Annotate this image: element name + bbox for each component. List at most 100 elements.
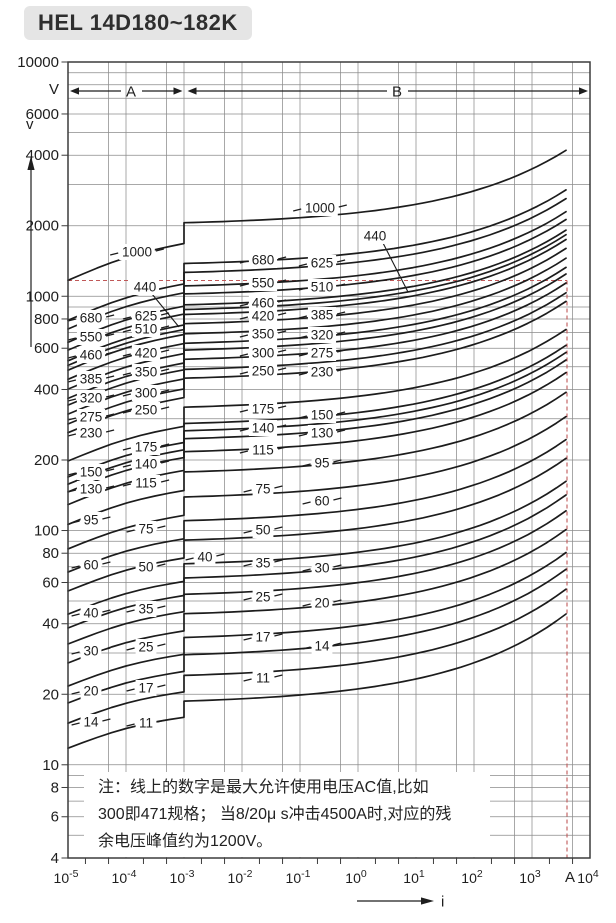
curve-30 — [67, 509, 567, 645]
curve-label: 140 — [135, 457, 158, 472]
y-tick-label: 10000 — [17, 54, 59, 71]
curve-115 — [67, 371, 567, 506]
curve-label: 140 — [252, 421, 275, 436]
y-tick-label: 200 — [34, 452, 59, 469]
curve-label: 25 — [255, 590, 270, 605]
curve-label: 30 — [83, 644, 98, 659]
region-b-label: B — [392, 84, 402, 101]
curve-label: 60 — [314, 494, 329, 509]
curve-label: 130 — [311, 426, 334, 441]
curve-label: 230 — [80, 426, 103, 441]
y-tick-label: 400 — [34, 381, 59, 398]
note-line-1: 注：线上的数字是最大允许使用电压AC值,比如 — [98, 779, 429, 796]
y-tick-label: 800 — [34, 311, 59, 328]
note-box: 注：线上的数字是最大允许使用电压AC值,比如 300即471规格； 当8/20μ… — [84, 772, 490, 857]
x-tick-label: 10-3 — [170, 868, 195, 886]
curve-label: 460 — [80, 348, 103, 363]
curve-label: 115 — [252, 443, 274, 458]
y-tick-label: 60 — [42, 574, 59, 591]
curve-label: 175 — [135, 440, 158, 455]
curve-label: 320 — [80, 391, 103, 406]
curve-label: 320 — [311, 328, 334, 343]
page-title: HEL 14D180~182K — [24, 6, 252, 40]
y-tick-label: 4000 — [26, 147, 59, 164]
x-tick-label: 101 — [403, 868, 425, 886]
curve-label: 275 — [311, 346, 334, 361]
curve-label: 300 — [252, 346, 275, 361]
curve-label: 510 — [135, 322, 158, 337]
y-tick-label: 8 — [51, 779, 59, 796]
curve-label: 20 — [83, 684, 98, 699]
curve-label: 25 — [138, 640, 153, 655]
y-tick-label: 20 — [42, 686, 59, 703]
curve-60 — [67, 438, 567, 573]
special-label-40: 40 — [185, 549, 225, 565]
x-tick-label: 10-5 — [54, 868, 79, 886]
curve-label: 300 — [135, 386, 158, 401]
curve-20 — [67, 551, 567, 687]
curve-label: 50 — [138, 560, 153, 575]
curve-50 — [67, 457, 567, 592]
curve-label: 35 — [255, 556, 270, 571]
curve-label: 625 — [311, 256, 334, 271]
x-tick-label: 10-4 — [112, 868, 137, 886]
curve-label: 95 — [314, 456, 329, 471]
curve-label: 1000 — [305, 201, 335, 216]
label-column-b_col2: 625 510 385 320 275 230 150 130 95 60 30 20 14 — [298, 255, 346, 654]
y-tick-label: 6000 — [26, 106, 59, 123]
x-axis-unit: A — [565, 869, 575, 886]
curve-label: 350 — [135, 365, 158, 380]
y-axis-arrow: v — [26, 116, 35, 347]
curve-label: 17 — [255, 630, 270, 645]
curve-label: 115 — [135, 476, 157, 491]
y-tick-label: 6 — [51, 809, 59, 826]
curve-label: 11 — [256, 671, 270, 686]
note-line-3: 余电压峰值约为1200V。 — [98, 833, 273, 850]
y-tick-label: 2000 — [26, 218, 59, 235]
curve-label: 14 — [83, 715, 99, 730]
curve-label: 75 — [255, 482, 270, 497]
x-tick-label: 10-2 — [228, 868, 253, 886]
gridlines — [67, 61, 591, 859]
x-axis-arrow: i — [357, 894, 444, 911]
curve-11 — [67, 613, 567, 750]
curve-label: 20 — [314, 596, 329, 611]
curve-label: 440 — [364, 229, 387, 244]
curve-label: 350 — [252, 327, 275, 342]
curve-label: 250 — [252, 364, 275, 379]
y-tick-label: 40 — [42, 616, 59, 633]
curve-label: 385 — [311, 308, 334, 323]
special-label-440: 440 — [360, 228, 409, 293]
y-axis-arrow-label: v — [26, 116, 34, 133]
y-tick-label: 100 — [34, 523, 59, 540]
curve-label: 75 — [138, 522, 153, 537]
curve-label: 175 — [252, 402, 275, 417]
curve-label: 35 — [138, 602, 153, 617]
curve-label: 440 — [134, 280, 157, 295]
curve-label: 420 — [252, 309, 275, 324]
curve-label: 60 — [83, 558, 98, 573]
curve-label: 11 — [139, 716, 153, 731]
curve-label: 250 — [135, 403, 158, 418]
curve-label: 680 — [252, 253, 275, 268]
curve-label: 550 — [252, 276, 275, 291]
region-a-label: A — [126, 84, 136, 101]
curve-label: 510 — [311, 280, 334, 295]
curve-label: 130 — [80, 482, 103, 497]
x-tick-label: 103 — [519, 868, 541, 886]
curve-label: 150 — [311, 408, 334, 423]
curve-label: 30 — [314, 561, 329, 576]
x-axis-arrow-label: i — [441, 894, 444, 911]
y-tick-label: 10 — [42, 757, 59, 774]
x-tick-label: 10-1 — [286, 868, 311, 886]
curve-label: 275 — [80, 410, 103, 425]
curve-label: 40 — [197, 550, 212, 565]
x-tick-label: 100 — [345, 868, 367, 886]
special-label-440: 440 — [130, 279, 180, 328]
y-tick-label: 4 — [51, 850, 59, 867]
